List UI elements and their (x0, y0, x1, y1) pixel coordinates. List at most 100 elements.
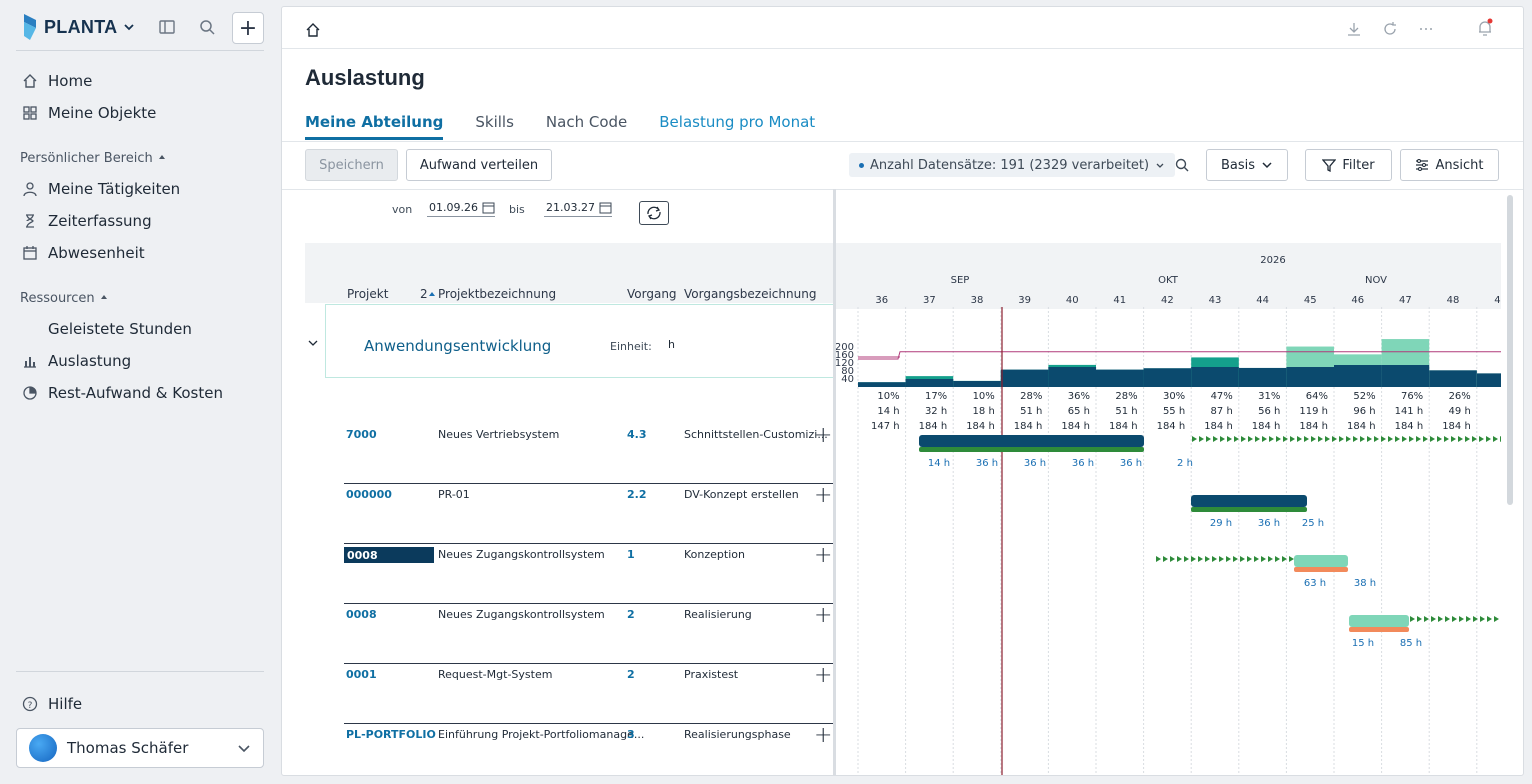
nav-zeiterfassung[interactable]: Zeiterfassung (22, 212, 152, 230)
row-vbez: Praxistest (684, 668, 739, 681)
nav-meine-objekte[interactable]: Meine Objekte (22, 104, 156, 122)
progress-arrow (1184, 556, 1189, 562)
row-projekt[interactable]: 0008 (346, 608, 377, 621)
week-label: 37 (923, 295, 936, 306)
bar-value-label: 15 h (1352, 638, 1374, 649)
from-date-input[interactable]: 01.09.26 (427, 201, 495, 217)
row-divider (344, 603, 835, 604)
task-bar (1294, 555, 1348, 567)
blank-icon (22, 321, 38, 337)
progress-arrow (1234, 436, 1239, 442)
nav-auslastung[interactable]: Auslastung (22, 352, 131, 370)
week-label: 47 (1399, 295, 1412, 306)
add-icon[interactable]: + (814, 543, 833, 568)
new-button[interactable]: + (232, 12, 264, 44)
load-bar-base (1476, 373, 1501, 387)
bar-value-label: 36 h (976, 458, 998, 469)
add-icon[interactable]: + (814, 423, 833, 448)
row-projekt-selected[interactable]: 0008 (344, 547, 434, 563)
progress-arrow (1409, 436, 1414, 442)
pane-splitter[interactable] (833, 189, 836, 775)
download-icon[interactable] (1346, 21, 1362, 37)
bell-icon[interactable] (1476, 18, 1494, 38)
week-label: 42 (1161, 295, 1174, 306)
progress-arrow (1269, 436, 1274, 442)
bar-value-label: 36 h (1120, 458, 1142, 469)
progress-arrow (1219, 556, 1224, 562)
progress-arrow (1438, 616, 1443, 622)
section-personal[interactable]: Persönlicher Bereich (20, 151, 167, 166)
progress-arrow (1465, 436, 1470, 442)
progress-arrow (1374, 436, 1379, 442)
user-menu[interactable]: Thomas Schäfer (16, 728, 264, 768)
vertical-scrollbar[interactable] (1507, 195, 1513, 505)
tab-nach-code[interactable]: Nach Code (545, 113, 628, 131)
basis-dropdown[interactable]: Basis (1206, 149, 1288, 181)
progress-arrow (1423, 436, 1428, 442)
calendar-icon[interactable] (482, 201, 495, 214)
tab-skills[interactable]: Skills (475, 113, 514, 131)
row-vorgang[interactable]: 4.3 (627, 428, 647, 441)
nav-geleistete-stunden[interactable]: Geleistete Stunden (22, 320, 192, 338)
col-projekt[interactable]: Projekt (347, 287, 389, 301)
chevron-down-icon[interactable] (307, 337, 319, 349)
nav-home[interactable]: Home (22, 72, 92, 90)
divider (16, 50, 264, 51)
nav-rest-aufwand[interactable]: Rest-Aufwand & Kosten (22, 384, 223, 402)
section-resources[interactable]: Ressourcen (20, 291, 109, 306)
row-vorgang[interactable]: 2 (627, 668, 635, 681)
progress-arrow (1486, 436, 1491, 442)
row-projekt[interactable]: 0001 (346, 668, 377, 681)
add-icon[interactable]: + (814, 483, 833, 508)
chevron-down-icon (1262, 162, 1272, 169)
tab-belastung-pro-monat[interactable]: Belastung pro Monat (659, 113, 816, 131)
sidebar: PLANTA + Home Meine Objekte Persönlicher… (0, 0, 280, 784)
col-vorgang[interactable]: Vorgang (627, 287, 677, 301)
add-icon[interactable]: + (814, 723, 833, 748)
row-vbez: DV-Konzept erstellen (684, 488, 799, 501)
row-projekt[interactable]: PL-PORTFOLIO (346, 728, 436, 741)
row-vorgang[interactable]: 2 (627, 608, 635, 621)
col-projektbezeichnung[interactable]: Projektbezeichnung (438, 287, 557, 301)
to-date-input[interactable]: 21.03.27 (544, 201, 612, 217)
capacity-label: 184 h (1157, 421, 1186, 432)
tab-meine-abteilung[interactable]: Meine Abteilung (305, 113, 444, 140)
view-label: Ansicht (1435, 157, 1484, 173)
bar-value-label: 2 h (1177, 458, 1193, 469)
panel-toggle-icon[interactable] (158, 18, 178, 38)
row-projekt[interactable]: 7000 (346, 428, 377, 441)
load-label: 51 h (1020, 406, 1042, 417)
refresh-icon[interactable] (1382, 21, 1398, 37)
row-vorgang[interactable]: 2.2 (627, 488, 647, 501)
add-icon[interactable]: + (814, 603, 833, 628)
search-icon[interactable] (198, 18, 218, 38)
y-tick-label: 160 (836, 350, 854, 361)
col-vorgangsbezeichnung[interactable]: Vorgangsbezeichnung (684, 287, 817, 301)
distribute-button[interactable]: Aufwand verteilen (406, 149, 552, 181)
nav-meine-taetigkeiten[interactable]: Meine Tätigkeiten (22, 180, 180, 198)
row-vorgang[interactable]: 3 (627, 728, 635, 741)
col-sort-indicator[interactable]: 2 (420, 287, 436, 301)
records-count-dropdown[interactable]: Anzahl Datensätze: 191 (2329 verarbeitet… (849, 153, 1176, 177)
percent-label: 47% (1211, 391, 1233, 402)
add-icon[interactable]: + (814, 663, 833, 688)
nav-hilfe[interactable]: ? Hilfe (22, 695, 82, 713)
search-icon[interactable] (1174, 157, 1190, 173)
nav-abwesenheit[interactable]: Abwesenheit (22, 244, 145, 262)
avatar (29, 734, 57, 762)
brand-logo[interactable]: PLANTA (22, 14, 135, 40)
row-projekt[interactable]: 000000 (346, 488, 392, 501)
row-vorgang[interactable]: 1 (627, 548, 635, 561)
filter-button[interactable]: Filter (1305, 149, 1392, 181)
save-button[interactable]: Speichern (305, 149, 398, 181)
view-button[interactable]: Ansicht (1400, 149, 1499, 181)
hourglass-icon (22, 213, 38, 229)
row-divider (344, 483, 835, 484)
task-bar-baseline (1349, 627, 1409, 632)
refresh-range-button[interactable] (639, 201, 669, 225)
calendar-icon[interactable] (599, 201, 612, 214)
progress-arrow (1402, 436, 1407, 442)
home-icon[interactable] (306, 23, 320, 37)
progress-arrow (1276, 436, 1281, 442)
more-icon[interactable] (1418, 21, 1434, 37)
